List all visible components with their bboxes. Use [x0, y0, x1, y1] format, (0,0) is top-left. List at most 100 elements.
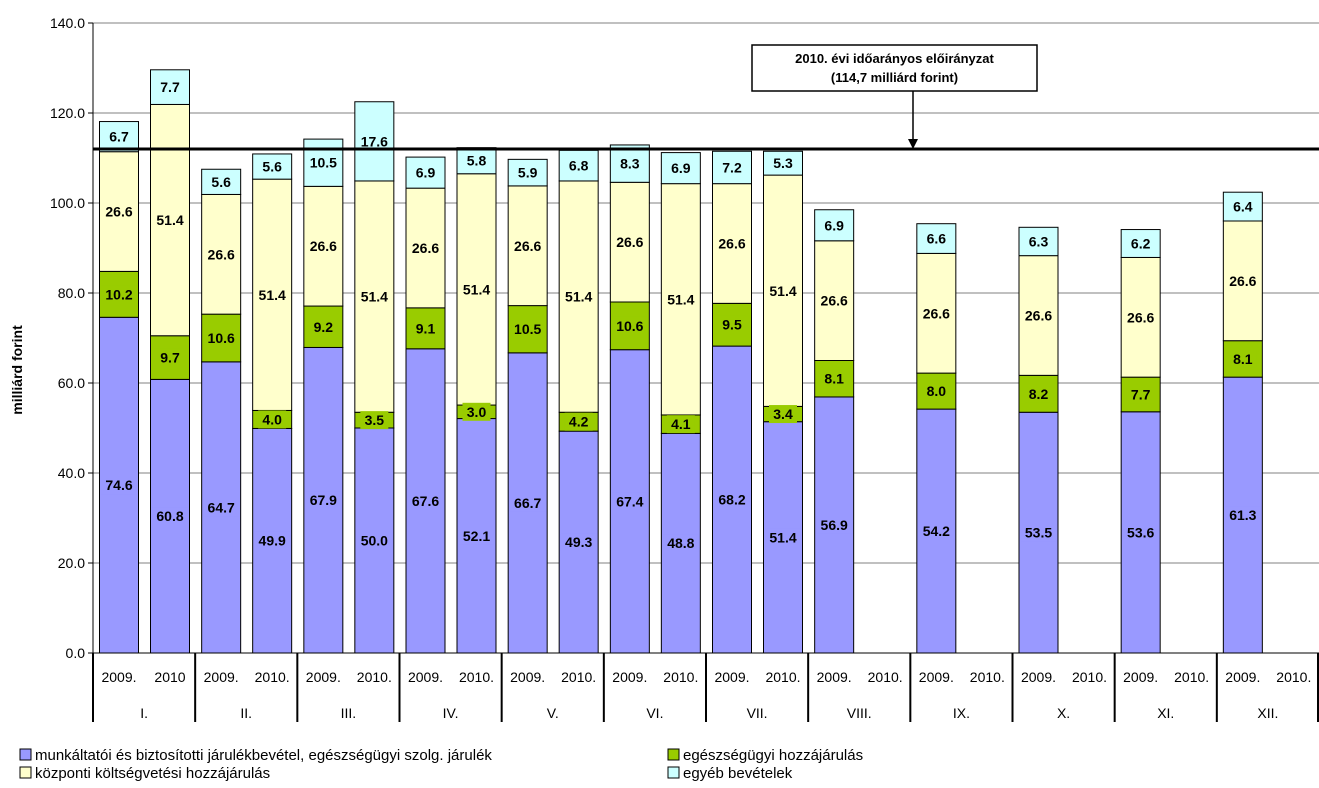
data-label: 26.6	[101, 202, 137, 221]
legend-swatch	[19, 748, 32, 761]
data-label: 50.0	[356, 531, 393, 550]
data-label-text: 51.4	[259, 287, 286, 303]
data-label-bg	[611, 316, 648, 335]
data-label-text: 6.4	[1233, 199, 1253, 215]
data-label: 4.2	[564, 412, 593, 431]
data-label-text: 56.9	[821, 517, 848, 533]
data-label: 3.4	[769, 405, 797, 424]
data-label-bg	[258, 410, 287, 429]
data-label-text: 68.2	[718, 492, 745, 508]
data-label-bg	[156, 78, 184, 97]
data-label: 56.9	[816, 515, 853, 534]
data-label-text: 9.2	[314, 319, 334, 335]
data-label: 67.6	[407, 491, 444, 510]
year-label: 2009.	[204, 669, 239, 685]
data-label-text: 8.1	[1233, 351, 1253, 367]
data-label-bg	[922, 382, 951, 401]
year-label: 2010.	[868, 669, 903, 685]
legend-item: egyéb bevételek	[667, 765, 793, 782]
data-label-text: 74.6	[105, 477, 132, 493]
data-label: 10.2	[101, 285, 137, 304]
axes: 0.0 20.0 40.0 60.0 80.0 100.0 120.0 140.0 2009. 2…	[50, 15, 1319, 722]
data-label: 9.5	[718, 315, 746, 334]
data-label: 5.9	[513, 163, 542, 182]
data-label: 8.3	[615, 154, 644, 173]
legend-label: központi költségvetési hozzájárulás	[35, 765, 270, 782]
data-label: 51.4	[254, 285, 291, 304]
data-label: 52.1	[458, 526, 495, 545]
data-label-text: 6.2	[1131, 236, 1151, 252]
data-label-bg	[105, 127, 133, 146]
data-label-bg	[615, 154, 644, 173]
data-label-text: 26.6	[821, 293, 848, 309]
legend-item: központi költségvetési hozzájárulás	[19, 765, 270, 782]
data-label-bg	[203, 329, 240, 347]
data-label-text: 60.8	[156, 508, 183, 524]
legend: munkáltatói és biztosítotti járulékbevét…	[19, 747, 863, 782]
data-label-text: 26.6	[208, 246, 235, 262]
data-label: 10.5	[305, 153, 342, 172]
data-label-text: 5.9	[518, 165, 538, 181]
data-label: 8.1	[820, 369, 849, 388]
data-label-bg	[356, 287, 393, 306]
data-label-text: 4.1	[671, 416, 691, 432]
data-label: 26.6	[407, 239, 444, 257]
data-label-bg	[662, 290, 699, 309]
data-label-bg	[407, 239, 444, 257]
data-label-bg	[718, 315, 746, 334]
data-label: 6.2	[1126, 234, 1155, 253]
month-label: II.	[240, 705, 252, 721]
data-label-text: 7.2	[722, 159, 742, 175]
year-label: 2009.	[101, 669, 136, 685]
year-label: 2010	[154, 669, 185, 685]
data-label-text: 9.7	[160, 350, 180, 366]
data-label-bg	[1126, 234, 1155, 253]
data-label-bg	[1020, 306, 1057, 325]
data-label-bg	[509, 236, 546, 255]
data-label-bg	[203, 498, 240, 517]
month-label: VIII.	[847, 705, 872, 721]
year-label: 2010.	[561, 669, 596, 685]
data-label: 49.9	[254, 531, 291, 550]
data-label-text: 26.6	[310, 238, 337, 254]
data-label-bg	[258, 157, 287, 176]
year-label: 2010.	[1072, 669, 1107, 685]
data-label-bg	[820, 369, 849, 388]
data-label: 51.4	[152, 211, 188, 230]
data-label-text: 5.6	[211, 174, 231, 190]
data-label-bg	[820, 216, 849, 235]
data-label-text: 10.5	[514, 321, 541, 337]
data-label-bg	[411, 163, 440, 182]
legend-swatch	[667, 748, 680, 761]
data-label-bg	[360, 411, 389, 430]
data-label-text: 8.3	[620, 156, 640, 172]
data-label-bg	[305, 237, 342, 256]
data-label-text: 61.3	[1229, 507, 1256, 523]
data-label-bg	[462, 402, 491, 421]
data-label-text: 49.9	[259, 533, 286, 549]
data-label-bg	[666, 415, 695, 434]
month-label: III.	[341, 705, 357, 721]
data-label: 5.6	[258, 157, 287, 176]
data-label-text: 50.0	[361, 533, 388, 549]
data-label-text: 6.9	[824, 217, 844, 233]
data-label-text: 6.8	[569, 158, 589, 174]
legend-label: egyéb bevételek	[683, 765, 793, 782]
year-label: 2010.	[255, 669, 290, 685]
data-label-bg	[101, 476, 137, 495]
data-label-bg	[666, 159, 695, 178]
data-label-bg	[458, 526, 495, 545]
year-label: 2009.	[714, 669, 749, 685]
year-label: 2010.	[765, 669, 800, 685]
data-label-bg	[203, 245, 240, 264]
data-label-text: 26.6	[412, 240, 439, 256]
legend-swatch	[667, 766, 680, 779]
data-label-bg	[662, 534, 699, 553]
data-label: 67.4	[611, 492, 648, 511]
data-label: 51.4	[662, 290, 699, 309]
data-label: 17.6	[356, 132, 393, 151]
data-label: 26.6	[1224, 271, 1261, 290]
gridlines	[93, 22, 1319, 654]
data-label-text: 9.5	[722, 317, 742, 333]
